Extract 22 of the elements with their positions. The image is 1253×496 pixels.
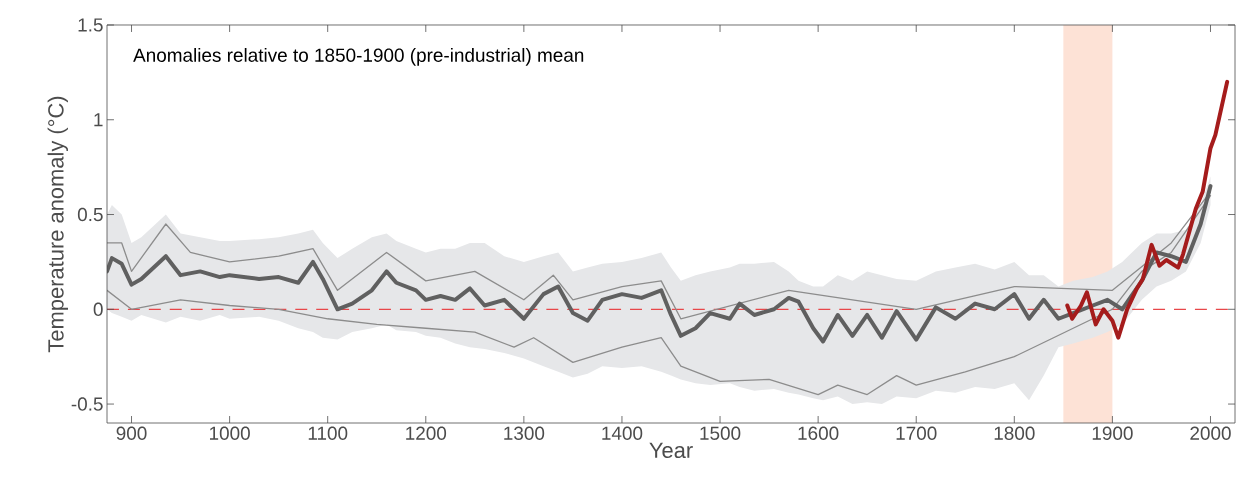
line-series: [107, 184, 1213, 344]
y-tick-label: 0: [93, 302, 103, 316]
y-tick-label: 0.5: [77, 207, 103, 222]
x-axis-title: Year: [649, 442, 693, 459]
x-tick-label: 1300: [504, 426, 545, 440]
x-tick-label: 1700: [896, 426, 937, 440]
x-tick-label: 1000: [209, 426, 250, 440]
x-tick-label: 1900: [1092, 426, 1133, 440]
y-tick-label: 1.5: [78, 18, 103, 32]
line-series: [1065, 79, 1230, 340]
x-tick-label: 1800: [994, 426, 1035, 440]
x-tick-label: 1600: [798, 426, 839, 440]
x-tick-label: 1400: [602, 426, 643, 440]
y-tick-label: -0.5: [71, 397, 103, 411]
x-tick-label: 1200: [406, 426, 447, 440]
annotation: Anomalies relative to 1850-1900 (pre-industrial) mean: [133, 48, 584, 66]
x-tick-label: 2000: [1190, 426, 1231, 440]
y-axis-title: Temperature anomaly (°C): [47, 96, 68, 353]
x-tick-label: 1100: [308, 426, 348, 440]
y-tick-label: 1: [94, 113, 103, 127]
x-tick-label: 1500: [700, 426, 741, 440]
x-tick-label: 900: [116, 426, 147, 440]
